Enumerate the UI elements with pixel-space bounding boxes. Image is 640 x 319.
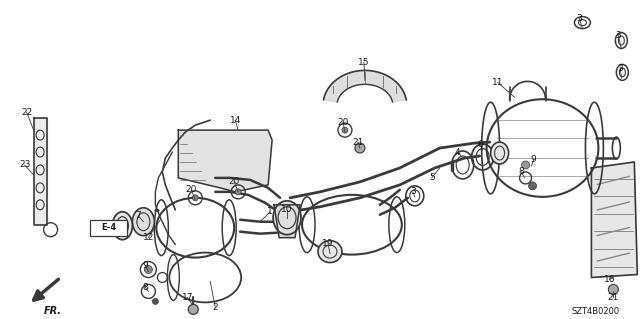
Text: E-4: E-4 [101,223,116,232]
Text: 21: 21 [352,137,364,146]
Text: 2: 2 [212,303,218,312]
Text: 5: 5 [429,174,435,182]
Ellipse shape [273,201,301,235]
Text: 16: 16 [604,275,615,284]
Circle shape [355,143,365,153]
Text: 8: 8 [143,283,148,292]
Circle shape [145,265,152,273]
Circle shape [192,195,198,201]
Text: 1: 1 [268,207,273,216]
Text: 7: 7 [136,211,141,220]
Circle shape [235,189,241,195]
Text: 9: 9 [531,155,536,165]
Polygon shape [34,118,47,225]
Ellipse shape [132,208,154,236]
Text: 3: 3 [577,14,582,23]
Text: 19: 19 [322,239,333,248]
Text: 4: 4 [455,147,461,157]
Circle shape [188,304,198,314]
Polygon shape [591,162,637,278]
Polygon shape [323,70,406,102]
Circle shape [152,298,158,304]
Text: 20: 20 [228,177,240,186]
Text: 3: 3 [618,64,623,73]
Text: 12: 12 [143,233,154,242]
Ellipse shape [491,142,509,164]
Text: 17: 17 [182,293,193,302]
Circle shape [342,127,348,133]
Text: 20: 20 [337,118,349,127]
Text: 8: 8 [518,167,524,176]
Polygon shape [274,205,300,238]
Polygon shape [179,130,272,192]
Text: 23: 23 [19,160,30,169]
Text: 22: 22 [21,108,32,117]
Text: 14: 14 [230,116,241,125]
Text: 20: 20 [186,185,197,194]
Text: FR.: FR. [44,306,61,316]
Circle shape [609,285,618,294]
Text: 3: 3 [410,187,415,197]
Text: 21: 21 [607,293,619,302]
Text: SZT4B0200: SZT4B0200 [572,307,620,316]
Text: 10: 10 [282,205,293,214]
Ellipse shape [318,241,342,263]
Ellipse shape [113,212,132,240]
Circle shape [529,182,536,190]
Text: 3: 3 [616,31,621,40]
Circle shape [522,161,529,169]
Text: 6: 6 [478,140,484,149]
Text: 9: 9 [143,261,148,270]
FancyBboxPatch shape [90,220,127,236]
Text: 15: 15 [358,58,370,67]
Text: 11: 11 [492,78,504,87]
